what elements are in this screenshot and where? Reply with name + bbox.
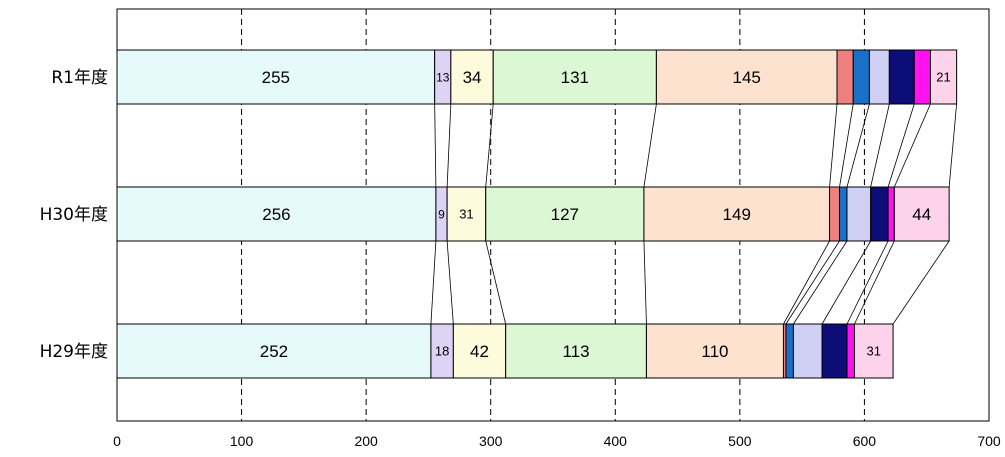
series-line <box>783 240 830 325</box>
data-label: 44 <box>912 205 931 224</box>
series-line <box>446 103 452 188</box>
series-line <box>846 240 889 325</box>
bar-segment <box>792 323 823 379</box>
bar-segment <box>116 323 432 379</box>
category-label: H29年度 <box>40 342 108 362</box>
data-label: 127 <box>551 205 579 224</box>
data-label: 42 <box>470 342 489 361</box>
data-label: 110 <box>701 342 728 361</box>
data-label: 21 <box>936 70 950 85</box>
data-label: 13 <box>436 70 450 84</box>
bar-segment <box>645 323 784 379</box>
bar-segment <box>929 49 958 105</box>
x-tick-label: 600 <box>853 433 877 449</box>
bar-segment <box>846 186 872 242</box>
data-label: 31 <box>459 207 473 222</box>
category-label: R1年度 <box>51 68 108 88</box>
series-line <box>446 240 454 325</box>
series-line <box>870 103 890 188</box>
x-tick-label: 700 <box>977 433 1001 449</box>
series-line <box>892 240 950 325</box>
bar-segment <box>852 49 870 105</box>
x-tick-label: 400 <box>604 433 628 449</box>
bar-segment <box>893 186 950 242</box>
series-line <box>829 103 838 188</box>
series-line <box>793 240 848 325</box>
bar-segment <box>452 323 507 379</box>
bar-segment <box>836 49 854 105</box>
series-line <box>643 240 647 325</box>
series-line <box>948 103 958 188</box>
data-label: 252 <box>260 342 288 361</box>
series-line <box>821 240 872 325</box>
bar-segment <box>492 49 657 105</box>
x-tick-label: 200 <box>354 433 378 449</box>
bar-segment <box>655 49 838 105</box>
bar-segment <box>853 323 894 379</box>
bar-segment <box>446 186 487 242</box>
x-tick-label: 0 <box>113 433 121 449</box>
series-line <box>430 240 437 325</box>
bar-segment <box>870 186 889 242</box>
data-label: 113 <box>562 342 589 361</box>
bar-segment <box>643 186 831 242</box>
data-label: 255 <box>262 68 290 87</box>
data-label: 34 <box>463 68 482 87</box>
bar-segment <box>887 186 895 242</box>
data-label: 31 <box>867 344 881 359</box>
y-axis: R1年度 H30年度 H29年度 <box>40 68 108 362</box>
bar-segment <box>913 49 931 105</box>
bar-segment <box>116 186 437 242</box>
bar-segment <box>868 49 890 105</box>
data-label: 18 <box>435 344 449 359</box>
bar-segment <box>785 323 794 379</box>
series-line <box>854 240 895 325</box>
series-line <box>785 240 840 325</box>
series-line <box>839 103 854 188</box>
bar-segment <box>829 186 841 242</box>
category-label: H30年度 <box>40 205 108 225</box>
bar-segment <box>450 49 494 105</box>
data-label: 9 <box>438 207 445 221</box>
data-label: 131 <box>561 68 589 87</box>
series-line <box>893 103 931 188</box>
data-label: 256 <box>262 205 290 224</box>
x-tick-label: 100 <box>230 433 254 449</box>
bar-segment <box>846 323 855 379</box>
bars: 255 13 34 131 145 21 256 9 31 127 149 44 252 18 42 113 1… <box>116 49 958 379</box>
x-tick-label: 300 <box>479 433 503 449</box>
bar-segment <box>888 49 915 105</box>
series-line <box>434 103 437 188</box>
x-axis: 0 100 200 300 400 500 600 700 <box>113 433 1001 449</box>
series-line <box>846 103 870 188</box>
series-line <box>485 103 494 188</box>
series-line <box>887 103 915 188</box>
series-lines <box>430 103 958 325</box>
bar-segment <box>485 186 645 242</box>
bar-segment <box>821 323 848 379</box>
series-line <box>643 103 657 188</box>
series-line <box>485 240 507 325</box>
x-tick-label: 500 <box>728 433 752 449</box>
bar-segment <box>116 49 436 105</box>
bar-segment <box>839 186 848 242</box>
data-label: 145 <box>733 68 761 87</box>
data-label: 149 <box>723 205 751 224</box>
